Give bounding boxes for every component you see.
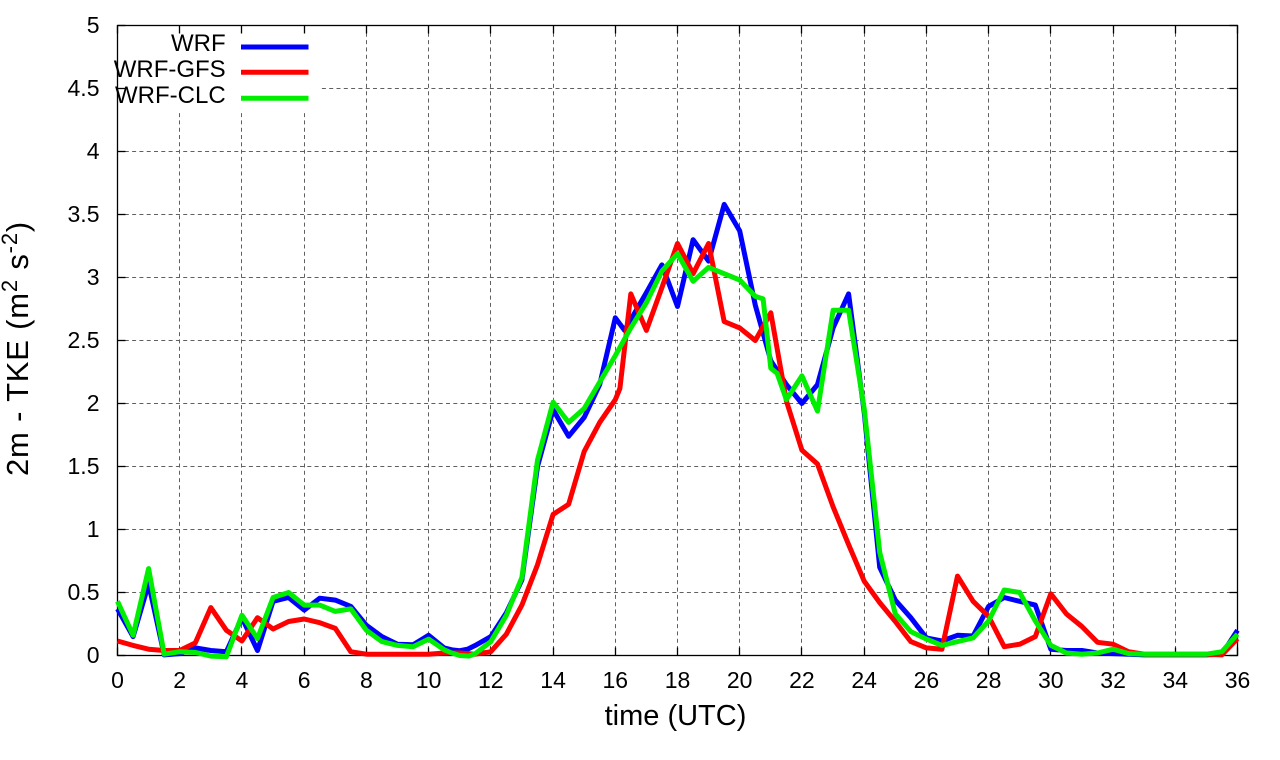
svg-text:14: 14 (540, 667, 566, 693)
svg-text:30: 30 (1038, 667, 1064, 693)
svg-text:12: 12 (478, 667, 504, 693)
svg-text:16: 16 (603, 667, 629, 693)
svg-text:2: 2 (173, 667, 186, 693)
svg-text:1: 1 (87, 516, 100, 542)
svg-text:WRF-CLC: WRF-CLC (115, 82, 226, 109)
svg-text:3: 3 (87, 264, 100, 290)
svg-text:20: 20 (727, 667, 753, 693)
svg-text:6: 6 (298, 667, 311, 693)
svg-text:1.5: 1.5 (68, 453, 100, 479)
svg-text:36: 36 (1225, 667, 1251, 693)
svg-text:8: 8 (360, 667, 373, 693)
svg-text:3.5: 3.5 (68, 201, 100, 227)
svg-text:26: 26 (914, 667, 940, 693)
svg-text:5: 5 (87, 12, 100, 38)
svg-text:32: 32 (1100, 667, 1126, 693)
svg-text:4: 4 (236, 667, 249, 693)
svg-text:22: 22 (789, 667, 815, 693)
svg-text:18: 18 (665, 667, 691, 693)
svg-text:2.5: 2.5 (68, 327, 100, 353)
svg-text:0: 0 (87, 642, 100, 668)
svg-text:time (UTC): time (UTC) (605, 700, 747, 732)
svg-text:4.5: 4.5 (68, 75, 100, 101)
svg-text:0.5: 0.5 (68, 579, 100, 605)
svg-text:2: 2 (87, 390, 100, 416)
svg-text:WRF-GFS: WRF-GFS (114, 56, 226, 83)
svg-text:0: 0 (111, 667, 124, 693)
svg-text:2m - TKE (m2 s-2): 2m - TKE (m2 s-2) (0, 221, 35, 476)
svg-text:34: 34 (1163, 667, 1189, 693)
svg-text:24: 24 (851, 667, 877, 693)
svg-text:4: 4 (87, 138, 100, 164)
svg-text:10: 10 (416, 667, 442, 693)
svg-text:28: 28 (976, 667, 1002, 693)
svg-text:WRF: WRF (171, 30, 226, 57)
